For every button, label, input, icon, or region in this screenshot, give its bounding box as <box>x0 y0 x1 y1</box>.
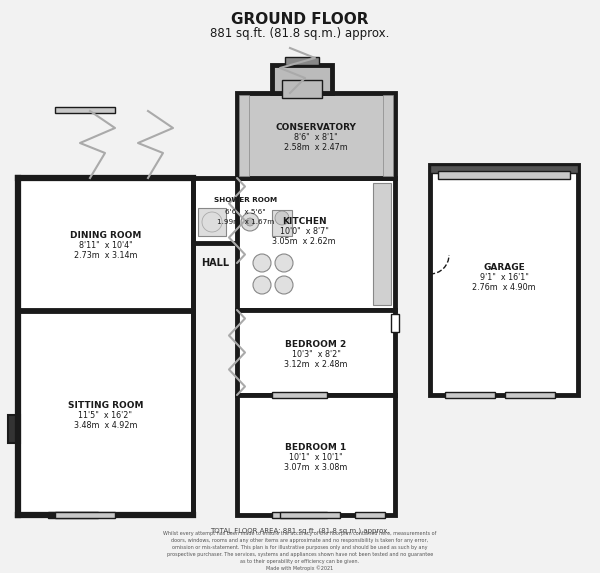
Text: KITCHEN: KITCHEN <box>281 217 326 226</box>
Text: 9'1"  x 16'1": 9'1" x 16'1" <box>479 273 529 281</box>
Bar <box>272 512 327 518</box>
Text: TOTAL FLOOR AREA: 881 sq.ft. (81.8 sq.m.) approx.: TOTAL FLOOR AREA: 881 sq.ft. (81.8 sq.m.… <box>210 528 390 534</box>
Circle shape <box>241 213 259 231</box>
Text: GARAGE: GARAGE <box>483 262 525 272</box>
Bar <box>355 512 385 518</box>
Text: 3.07m  x 3.08m: 3.07m x 3.08m <box>284 462 347 472</box>
Bar <box>272 65 332 93</box>
Circle shape <box>275 211 289 225</box>
Circle shape <box>275 276 293 294</box>
Text: 10'0"  x 8'7": 10'0" x 8'7" <box>280 226 328 236</box>
Text: BEDROOM 2: BEDROOM 2 <box>286 340 347 349</box>
Bar <box>237 93 395 178</box>
Bar <box>237 178 395 310</box>
Text: CONSERVATORY: CONSERVATORY <box>275 123 356 132</box>
Text: DINING ROOM: DINING ROOM <box>70 231 141 241</box>
Text: 2.73m  x 3.14m: 2.73m x 3.14m <box>74 252 137 261</box>
Bar <box>55 107 115 113</box>
Bar <box>55 512 115 518</box>
Bar <box>373 183 391 305</box>
Text: Whilst every attempt has been made to ensure the accuracy of the floorplan conta: Whilst every attempt has been made to en… <box>163 531 437 571</box>
Text: SITTING ROOM: SITTING ROOM <box>68 401 143 410</box>
Text: 8'6"  x 8'1": 8'6" x 8'1" <box>294 133 338 142</box>
Bar <box>383 95 393 176</box>
Text: 10'3"  x 8'2": 10'3" x 8'2" <box>292 350 340 359</box>
Text: 1.99m  x 1.67m: 1.99m x 1.67m <box>217 218 274 225</box>
Text: BEDROOM 1: BEDROOM 1 <box>286 442 347 452</box>
Bar <box>237 310 395 395</box>
Text: 3.48m  x 4.92m: 3.48m x 4.92m <box>74 421 137 430</box>
Bar <box>430 165 578 173</box>
Text: 2.76m  x 4.90m: 2.76m x 4.90m <box>472 282 536 292</box>
Text: 3.12m  x 2.48m: 3.12m x 2.48m <box>284 360 348 369</box>
Circle shape <box>246 218 254 226</box>
Bar <box>18 178 193 310</box>
Text: 881 sq.ft. (81.8 sq.m.) approx.: 881 sq.ft. (81.8 sq.m.) approx. <box>211 26 389 40</box>
Text: 8'11"  x 10'4": 8'11" x 10'4" <box>79 241 133 250</box>
Bar <box>237 395 395 515</box>
Text: 10'1"  x 10'1": 10'1" x 10'1" <box>289 453 343 461</box>
Bar <box>430 165 578 395</box>
Bar <box>272 392 327 398</box>
Text: GROUND FLOOR: GROUND FLOOR <box>231 13 369 28</box>
Bar <box>193 178 298 243</box>
Bar <box>239 95 249 176</box>
Text: SHOWER ROOM: SHOWER ROOM <box>214 198 277 203</box>
Bar <box>48 512 98 518</box>
Text: 6'6"  x 5'6": 6'6" x 5'6" <box>225 209 266 214</box>
Text: 2.58m  x 2.47m: 2.58m x 2.47m <box>284 143 348 152</box>
Bar <box>18 311 193 515</box>
Bar <box>391 314 399 332</box>
Bar <box>282 80 322 98</box>
Bar <box>272 210 292 236</box>
Bar <box>48 514 98 516</box>
Bar <box>438 171 570 179</box>
Bar <box>505 392 555 398</box>
Text: HALL: HALL <box>201 258 229 268</box>
Bar <box>285 57 319 65</box>
Text: 11'5"  x 16'2": 11'5" x 16'2" <box>79 410 133 419</box>
Circle shape <box>275 254 293 272</box>
Circle shape <box>253 254 271 272</box>
Circle shape <box>253 276 271 294</box>
Bar <box>8 415 20 443</box>
Bar <box>445 392 495 398</box>
Text: 3.05m  x 2.62m: 3.05m x 2.62m <box>272 237 336 245</box>
Bar <box>198 208 226 236</box>
Bar <box>280 512 340 518</box>
